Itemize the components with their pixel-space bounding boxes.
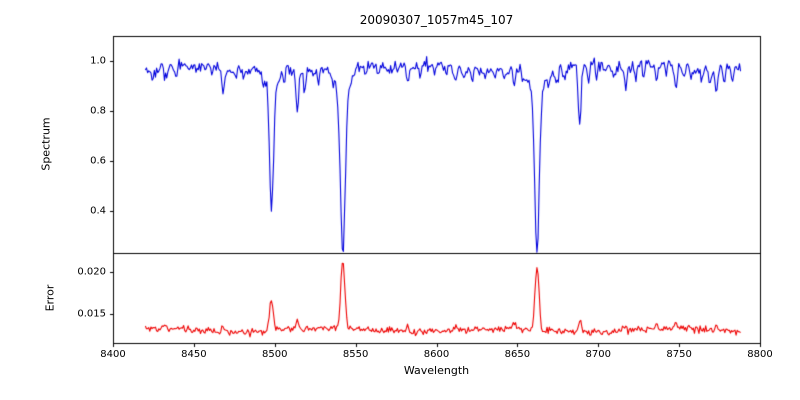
y-tick-label: 0.6: [90, 155, 106, 167]
x-tick-label: 8550: [342, 349, 369, 360]
x-tick-label: 8750: [666, 349, 692, 360]
y-tick-label: 0.015: [77, 308, 106, 320]
y-tick-label: 0.020: [77, 266, 106, 278]
chart-title: 20090307_1057m45_107: [359, 13, 514, 27]
x-tick-label: 8500: [262, 349, 288, 360]
x-axis-label: Wavelength: [403, 364, 470, 377]
x-tick-label: 8700: [585, 349, 611, 360]
x-tick-label: 8650: [504, 349, 531, 360]
y-axis-label-spectrum: Spectrum: [39, 117, 53, 171]
x-tick-label: 8400: [100, 349, 126, 360]
y-tick-label: 0.8: [90, 105, 106, 117]
x-tick-label: 8450: [181, 349, 207, 360]
y-tick-label: 1.0: [90, 55, 106, 67]
x-tick-label: 8800: [747, 349, 773, 360]
y-tick-label: 0.4: [90, 205, 106, 217]
x-tick-label: 8600: [423, 349, 450, 360]
y-axis-label-error: Error: [43, 284, 57, 312]
